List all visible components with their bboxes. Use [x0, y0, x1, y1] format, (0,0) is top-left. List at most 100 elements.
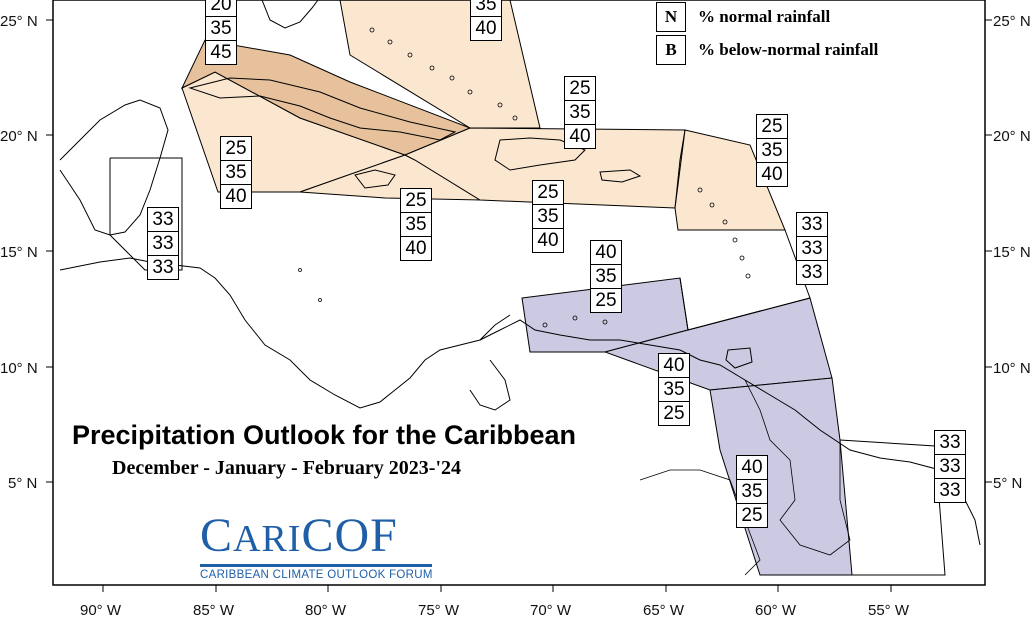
lat-label-right-5: 5° N	[993, 475, 1022, 492]
prob-value: 35	[565, 101, 595, 125]
prob-value: 40	[537, 230, 559, 251]
legend-item-below: B % below-normal rainfall	[656, 33, 878, 66]
coast-jamaica	[354, 169, 396, 189]
prob-value: 40	[591, 241, 621, 265]
lat-label-left-25: 25° N	[0, 13, 38, 30]
legend: N % normal rainfall B % below-normal rai…	[656, 0, 878, 66]
lat-label-left-10: 10° N	[0, 360, 38, 377]
coast-yucatan-mexico	[59, 99, 169, 236]
coast-central-america	[59, 257, 511, 409]
lon-label-55: 55° W	[868, 602, 910, 619]
prob-value: 33	[801, 262, 823, 283]
legend-key-normal: N	[656, 1, 686, 32]
prob-value: 40	[405, 238, 427, 259]
lat-tick-marks	[46, 19, 992, 483]
lon-label-90: 90° W	[80, 602, 122, 619]
map-subtitle: December - January - February 2023-'24	[112, 457, 462, 479]
prob-value: 25	[565, 77, 595, 101]
logo-letters-cof: COF	[301, 509, 398, 562]
legend-label-normal: % normal rainfall	[698, 6, 831, 26]
lat-label-right-20: 20° N	[993, 128, 1031, 145]
prob-value: 33	[935, 455, 965, 479]
prob-box-central-america: 33 33 33	[147, 207, 179, 280]
lat-label-left-5: 5° N	[8, 475, 37, 492]
prob-box-northwest: 20 35 45	[205, 0, 237, 65]
legend-item-normal: N % normal rainfall	[656, 0, 878, 33]
prob-value: 25	[757, 115, 787, 139]
lat-label-right-10: 10° N	[993, 360, 1031, 377]
lon-label-60: 60° W	[755, 602, 797, 619]
prob-value: 35	[533, 205, 563, 229]
legend-label-below: % below-normal rainfall	[698, 39, 879, 59]
prob-value: 25	[595, 290, 617, 311]
prob-box-windward-islands: 33 33 33	[796, 212, 828, 285]
coast-trinidad	[725, 347, 753, 369]
lon-label-85: 85° W	[193, 602, 235, 619]
prob-value: 40	[475, 18, 497, 39]
prob-value: 35	[471, 0, 501, 17]
map-frame	[52, 0, 986, 586]
prob-value: 25	[533, 181, 563, 205]
lat-label-left-15: 15° N	[0, 244, 38, 261]
prob-value: 25	[401, 189, 431, 213]
prob-value: 25	[663, 403, 685, 424]
prob-value: 33	[797, 213, 827, 237]
prob-value: 40	[569, 126, 591, 147]
zone-hispaniola	[403, 127, 686, 209]
lon-tick-marks	[102, 585, 892, 592]
prob-value: 45	[210, 42, 232, 63]
caricof-logo: CARICOF CARIBBEAN CLIMATE OUTLOOK FORUM	[200, 512, 436, 581]
prob-value: 33	[148, 232, 178, 256]
prob-box-trinidad-tobago: 40 35 25	[658, 353, 690, 426]
prob-value: 40	[225, 186, 247, 207]
prob-value: 33	[935, 431, 965, 455]
coast-colombia-interior	[469, 359, 511, 411]
logo-rule	[200, 564, 432, 567]
prob-box-abc-islands: 40 35 25	[590, 240, 622, 313]
prob-value: 25	[741, 505, 763, 526]
prob-value: 40	[761, 164, 783, 185]
prob-value: 33	[939, 480, 961, 501]
logo-letters-ari: ARI	[233, 518, 302, 560]
prob-value: 35	[401, 213, 431, 237]
prob-box-suriname-guiana: 33 33 33	[934, 430, 966, 503]
coast-florida	[261, 0, 319, 29]
lon-label-65: 65° W	[643, 602, 685, 619]
prob-value: 25	[221, 137, 251, 161]
prob-box-hispaniola-south: 25 35 40	[532, 180, 564, 253]
prob-value: 35	[737, 480, 767, 504]
prob-value: 33	[797, 237, 827, 261]
small-islands	[298, 27, 751, 328]
prob-value: 33	[148, 208, 178, 232]
zone-windward-outline	[678, 229, 811, 331]
prob-value: 40	[737, 456, 767, 480]
lon-label-75: 75° W	[418, 602, 460, 619]
lon-label-70: 70° W	[530, 602, 572, 619]
prob-value: 35	[591, 265, 621, 289]
prob-value: 35	[221, 161, 251, 185]
prob-value: 33	[152, 257, 174, 278]
legend-key-below: B	[656, 34, 686, 65]
prob-value: 40	[659, 354, 689, 378]
lat-label-right-25: 25° N	[993, 13, 1031, 30]
coast-cuba	[188, 77, 457, 141]
logo-letter-c: C	[200, 509, 234, 562]
lon-label-80: 80° W	[305, 602, 347, 619]
border-venezuela-south	[639, 469, 761, 576]
coast-puerto-rico	[599, 169, 642, 183]
prob-value: 20	[206, 0, 236, 17]
prob-box-leeward-islands: 25 35 40	[756, 114, 788, 187]
map-title: Precipitation Outlook for the Caribbean	[72, 420, 577, 450]
prob-box-jamaica: 25 35 40	[400, 188, 432, 261]
lat-label-left-20: 20° N	[0, 128, 38, 145]
prob-box-bahamas-north: 35 40	[470, 0, 502, 41]
prob-box-cuba-south: 25 35 40	[220, 136, 252, 209]
prob-value: 35	[659, 378, 689, 402]
lat-label-right-15: 15° N	[993, 244, 1031, 261]
coast-south-america	[479, 319, 981, 546]
coast-hispaniola	[494, 137, 586, 171]
prob-value: 35	[206, 17, 236, 41]
logo-wordmark: CARICOF	[200, 512, 436, 563]
prob-box-hispaniola-north: 25 35 40	[564, 76, 596, 149]
